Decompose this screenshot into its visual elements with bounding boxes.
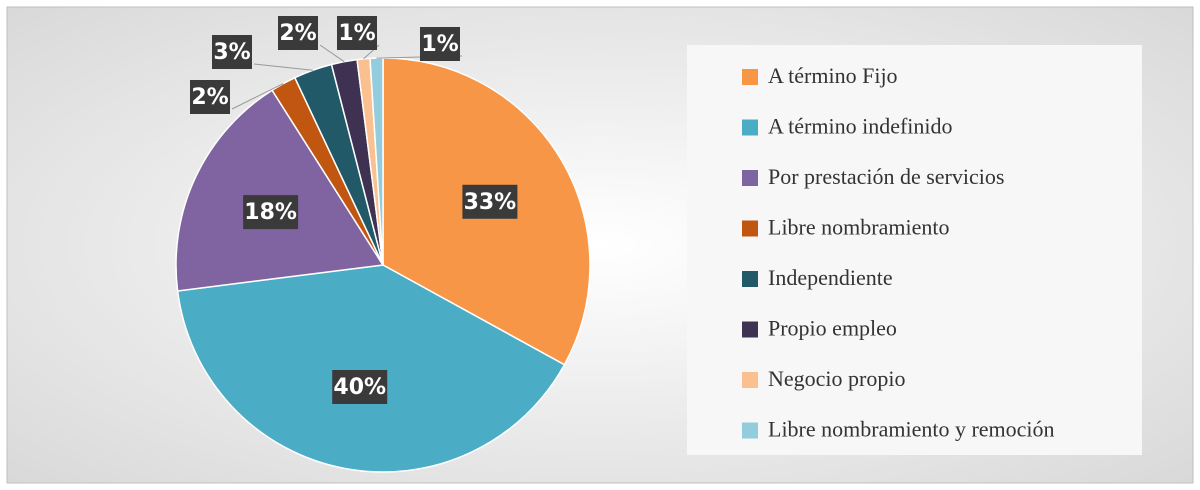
value-label-box: [420, 27, 460, 61]
legend-box: [687, 45, 1142, 455]
value-label-box: [190, 80, 230, 114]
value-label-box: [462, 184, 518, 219]
leader-line: [253, 63, 313, 71]
legend-label: A término indefinido: [768, 114, 953, 139]
value-label-box: [243, 195, 299, 230]
value-label-box: [278, 16, 318, 50]
value-label: 1%: [421, 32, 458, 57]
legend-label: Independiente: [768, 265, 893, 290]
legend-label: A término Fijo: [768, 63, 898, 88]
legend-label: Negocio propio: [768, 366, 905, 391]
pie-slice: [176, 264, 566, 473]
leader-line: [319, 44, 345, 63]
legend-swatch: [742, 372, 758, 388]
legend-swatch: [742, 69, 758, 85]
legend-label: Por prestación de servicios: [768, 164, 1004, 189]
value-label: 2%: [191, 85, 228, 110]
legend-swatch: [742, 220, 758, 237]
value-label-box: [332, 370, 388, 405]
pie-slice: [175, 89, 385, 292]
value-label: 3%: [213, 40, 250, 65]
legend-label: Libre nombramiento y remoción: [768, 417, 1055, 442]
leader-line: [231, 83, 284, 110]
legend-label: Libre nombramiento: [768, 215, 949, 240]
legend-swatch: [742, 271, 758, 287]
legend-swatch: [742, 119, 758, 136]
value-label-box: [212, 35, 252, 69]
legend-swatch: [742, 321, 758, 338]
value-label: 2%: [279, 21, 316, 46]
value-label-box: [337, 16, 377, 50]
value-label: 33%: [464, 190, 517, 215]
value-label: 40%: [333, 375, 386, 400]
legend-swatch: [742, 422, 758, 439]
legend-swatch: [742, 170, 758, 186]
value-label: 18%: [244, 200, 297, 225]
value-label: 1%: [338, 21, 375, 46]
legend-label: Propio empleo: [768, 316, 897, 341]
